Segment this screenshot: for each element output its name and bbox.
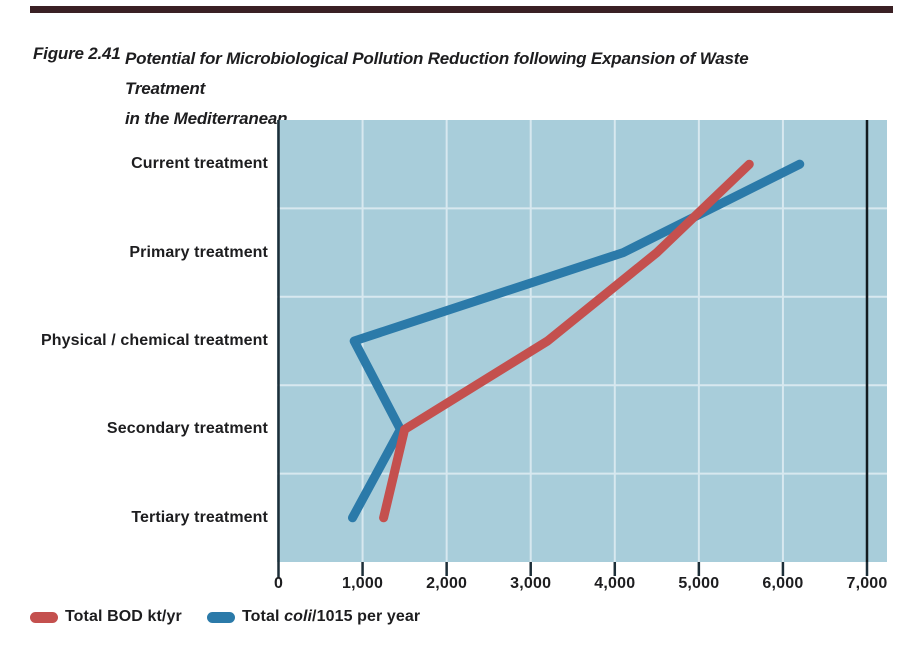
y-axis-label: Tertiary treatment — [131, 508, 268, 526]
x-axis-tick-label: 0 — [273, 575, 284, 592]
coli-series-swatch — [207, 611, 235, 623]
legend-label-coli-suffix: /1015 per year — [312, 608, 421, 625]
figure-title-line1: Potential for Microbiological Pollution … — [125, 49, 749, 98]
bod-series-swatch — [30, 611, 58, 623]
y-axis-label: Secondary treatment — [106, 420, 268, 438]
y-axis-label: Primary treatment — [129, 243, 268, 261]
x-axis-tick-label: 6,000 — [762, 575, 804, 592]
x-axis-tick-label: 5,000 — [678, 575, 720, 592]
x-axis-tick-label: 2,000 — [426, 575, 468, 592]
legend-label-coli-prefix: Total — [242, 608, 285, 625]
x-axis-tick-label: 3,000 — [510, 575, 552, 592]
legend-label-coli-italic: coli — [284, 608, 313, 625]
legend-label-coli: Total coli/1015 per year — [242, 608, 420, 626]
x-axis-tick-label: 4,000 — [594, 575, 636, 592]
x-axis-tick-label: 1,000 — [342, 575, 384, 592]
y-axis-labels: Current treatment Primary treatment Physic… — [0, 120, 268, 562]
y-axis-label: Physical / chemical treatment — [40, 332, 268, 349]
line-chart: Current treatment Primary treatment Physic… — [0, 120, 917, 597]
x-axis-labels: 0 1,000 2,000 3,000 4,000 5,000 6,000 7,000 — [274, 575, 917, 597]
figure-title-line2: in the Mediterranean — [125, 109, 288, 128]
top-rule — [30, 6, 893, 13]
y-axis-label: Current treatment — [131, 155, 268, 173]
legend-label-bod: Total BOD kt/yr — [65, 608, 182, 625]
figure-number: Figure 2.41 — [33, 44, 121, 63]
plot-area — [277, 120, 887, 578]
legend-item-bod: Total BOD kt/yr — [30, 604, 182, 630]
plot-background — [277, 120, 887, 562]
legend-item-coli: Total coli/1015 per year — [207, 604, 420, 630]
legend: Total BOD kt/yr Total coli/1015 per year — [0, 604, 918, 632]
figure-title: Potential for Microbiological Pollution … — [125, 44, 825, 134]
x-axis-tick-label: 7,000 — [846, 575, 888, 592]
series-line-bod — [379, 159, 754, 523]
